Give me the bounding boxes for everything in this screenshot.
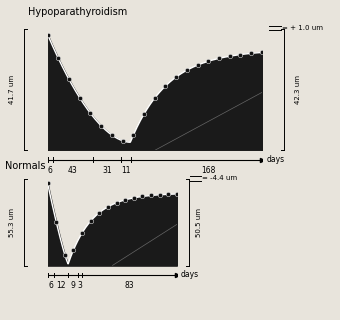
- Point: [216, 56, 222, 61]
- Point: [195, 63, 200, 68]
- Point: [173, 75, 179, 80]
- Point: [120, 138, 125, 143]
- Text: 43: 43: [68, 166, 78, 175]
- Text: days: days: [180, 270, 198, 279]
- Point: [56, 56, 61, 61]
- Point: [205, 59, 211, 64]
- Point: [248, 51, 254, 56]
- Text: 11: 11: [121, 166, 131, 175]
- Text: 9: 9: [71, 281, 76, 290]
- Point: [53, 219, 59, 224]
- Point: [166, 192, 171, 197]
- Text: 3: 3: [78, 281, 83, 290]
- Point: [105, 204, 110, 209]
- Point: [131, 195, 136, 200]
- Text: days: days: [267, 155, 285, 164]
- Point: [97, 210, 102, 215]
- Point: [131, 133, 136, 138]
- Text: 41.7 um: 41.7 um: [9, 75, 15, 104]
- Point: [157, 192, 162, 197]
- Point: [152, 95, 157, 100]
- Point: [122, 197, 128, 203]
- Point: [174, 191, 180, 196]
- Text: 83: 83: [124, 281, 134, 290]
- Point: [140, 194, 145, 199]
- Point: [77, 95, 83, 100]
- Point: [71, 248, 76, 253]
- Text: 55.3 um: 55.3 um: [9, 208, 15, 237]
- Text: = + 1.0 um: = + 1.0 um: [282, 25, 323, 31]
- Point: [259, 50, 265, 55]
- Point: [88, 219, 94, 224]
- Point: [62, 252, 68, 257]
- Text: 42.3 um: 42.3 um: [294, 75, 301, 104]
- Point: [141, 111, 147, 116]
- Point: [227, 54, 233, 59]
- Text: 6: 6: [48, 166, 53, 175]
- Text: 50.5 um: 50.5 um: [196, 208, 202, 237]
- Point: [163, 84, 168, 89]
- Point: [184, 68, 190, 73]
- Text: Hypoparathyroidism: Hypoparathyroidism: [28, 7, 127, 17]
- Point: [66, 77, 72, 82]
- Point: [114, 200, 119, 205]
- Point: [45, 32, 50, 37]
- Point: [79, 230, 85, 236]
- Point: [148, 193, 154, 198]
- Point: [99, 123, 104, 128]
- Point: [238, 52, 243, 57]
- Text: 168: 168: [201, 166, 216, 175]
- Text: = -4.4 um: = -4.4 um: [202, 175, 237, 181]
- Point: [109, 132, 115, 138]
- Point: [88, 111, 93, 116]
- Text: 12: 12: [56, 281, 66, 290]
- Text: Normals: Normals: [5, 161, 46, 171]
- Point: [45, 181, 50, 186]
- Text: 6: 6: [49, 281, 53, 290]
- Text: 31: 31: [102, 166, 112, 175]
